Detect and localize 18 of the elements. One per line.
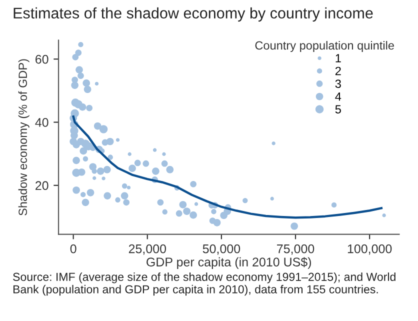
x-tick-label: 100,000: [348, 244, 392, 255]
legend-label: 4: [335, 92, 342, 101]
y-tick-label: 20: [36, 181, 48, 190]
legend-label: 3: [335, 80, 341, 88]
x-tick-label: 0: [70, 244, 76, 254]
legend-label: 5: [335, 105, 341, 114]
y-axis-title: Shadow economy (% of GDP): [18, 59, 30, 216]
legend-label: 2: [335, 66, 341, 76]
x-tick-label: 75,000: [277, 244, 314, 255]
y-tick-label: 60: [36, 54, 48, 64]
x-tick-label: 25,000: [128, 244, 166, 255]
source-note: Source: IMF (average size of the shadow economy 1991–2015); and World Bank (population and GDP per capita in 2010), data from 155 countries.: [13, 272, 396, 296]
chart-title: Estimates of the shadow economy by country income: [14, 7, 373, 22]
legend-title: Country population quintile: [255, 40, 394, 52]
x-axis-title: GDP per capita (in 2010 US$): [146, 257, 311, 269]
y-tick-label: 40: [35, 118, 48, 127]
x-tick-label: 50,000: [202, 244, 240, 255]
legend-label: 1: [336, 54, 341, 62]
